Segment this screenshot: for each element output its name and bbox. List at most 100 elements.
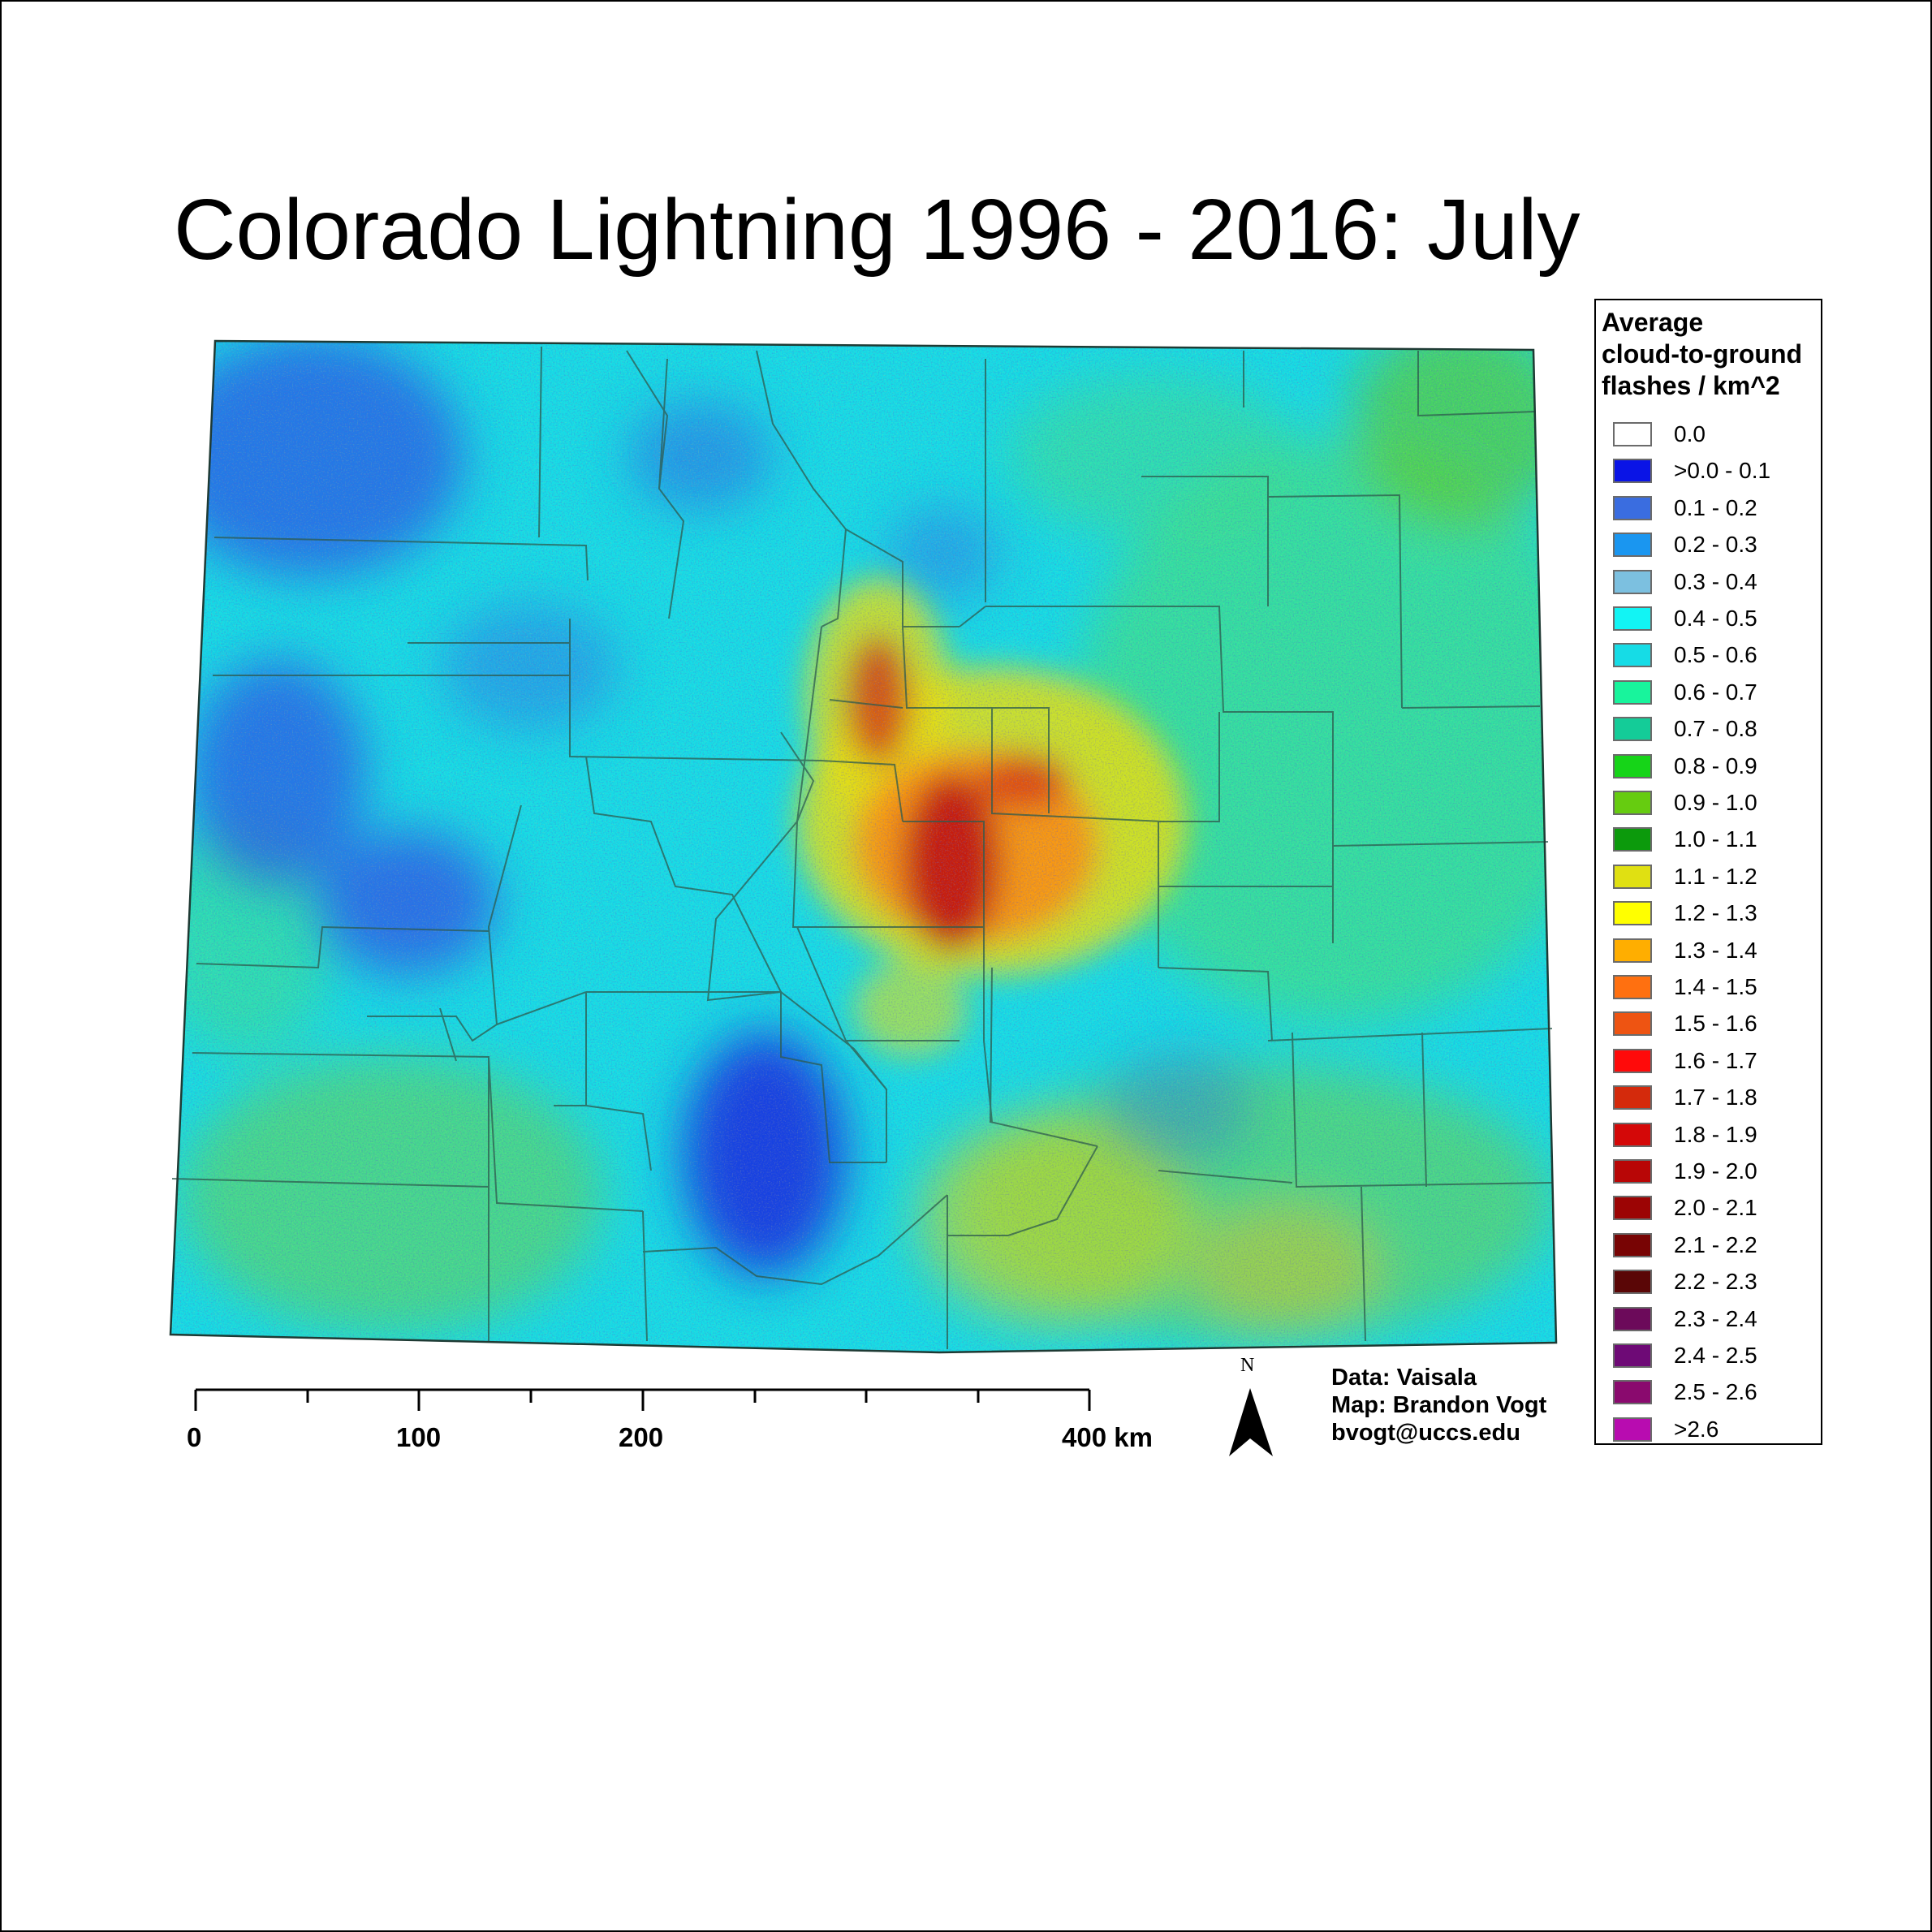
legend-swatch [1613,422,1652,446]
legend-item: 1.7 - 1.8 [1611,1082,1805,1119]
legend-item: 2.0 - 2.1 [1611,1192,1805,1229]
legend-title-line: cloud-to-ground [1602,339,1803,369]
legend-label: >0.0 - 0.1 [1674,458,1771,484]
legend-swatch [1613,533,1652,558]
legend-item: 0.1 - 0.2 [1611,493,1805,529]
legend-item: 2.2 - 2.3 [1611,1266,1805,1303]
legend-swatch [1613,1196,1652,1221]
legend-label: 0.7 - 0.8 [1674,716,1757,742]
legend-swatch [1613,1159,1652,1184]
legend-label: >2.6 [1674,1416,1719,1442]
legend-item: 1.8 - 1.9 [1611,1119,1805,1156]
legend-swatch [1613,864,1652,889]
legend-item: 0.4 - 0.5 [1611,603,1805,640]
credit-email: bvogt@uccs.edu [1331,1420,1520,1446]
legend-swatch [1613,1122,1652,1147]
legend-label: 0.0 [1674,421,1706,446]
legend-item: 1.0 - 1.1 [1611,824,1805,860]
legend-item: 1.2 - 1.3 [1611,898,1805,934]
legend-label: 0.9 - 1.0 [1674,790,1757,815]
legend-swatch [1613,1011,1652,1037]
legend-swatch [1613,1417,1652,1442]
legend-swatch [1613,606,1652,631]
legend-swatch [1613,901,1652,926]
legend-swatch [1613,938,1652,963]
legend-swatch [1613,975,1652,999]
legend-swatch [1613,1270,1652,1295]
legend-label: 2.0 - 2.1 [1674,1195,1757,1221]
legend-label: 1.9 - 2.0 [1674,1158,1757,1184]
map-title: Colorado Lightning 1996 - 2016: July [174,182,1581,278]
scale-bar [194,1388,1091,1411]
legend-label: 1.7 - 1.8 [1674,1085,1757,1110]
legend-item: 2.4 - 2.5 [1611,1340,1805,1377]
legend-item: 2.1 - 2.2 [1611,1230,1805,1266]
legend-title-line: Average [1602,308,1704,337]
legend-label: 1.6 - 1.7 [1674,1047,1757,1073]
scale-label-0: 0 [187,1422,202,1452]
legend-item: 2.5 - 2.6 [1611,1377,1805,1413]
legend-item: >2.6 [1611,1414,1805,1451]
credit-author: Map: Brandon Vogt [1331,1392,1547,1418]
legend-swatch [1613,679,1652,705]
legend-item: 0.3 - 0.4 [1611,567,1805,603]
legend-swatch [1613,827,1652,852]
legend-swatch [1613,569,1652,594]
legend-label: 1.1 - 1.2 [1674,863,1757,889]
scale-label-100: 100 [396,1422,442,1452]
legend-label: 0.8 - 0.9 [1674,753,1757,778]
legend-label: 0.3 - 0.4 [1674,568,1757,594]
legend-swatch [1613,1085,1652,1110]
legend-label: 2.3 - 2.4 [1674,1305,1757,1331]
legend-title: Average cloud-to-ground flashes / km^2 [1602,307,1821,402]
legend-swatch [1613,717,1652,742]
legend-item: >0.0 - 0.1 [1611,455,1805,492]
county-boundaries [171,346,1553,1349]
scale-label-200: 200 [619,1422,664,1452]
lightning-density-raster [170,341,1556,1352]
credit-data-source: Data: Vaisala [1331,1365,1477,1391]
state-boundary [169,339,1558,1354]
legend-label: 0.1 - 0.2 [1674,494,1757,520]
legend-swatch [1613,459,1652,484]
legend-label: 0.2 - 0.3 [1674,532,1757,558]
legend-item: 0.2 - 0.3 [1611,529,1805,566]
legend-item: 1.6 - 1.7 [1611,1046,1805,1082]
legend-swatch [1613,1232,1652,1257]
scale-label-400-km: 400 km [1062,1422,1153,1452]
legend-item: 0.8 - 0.9 [1611,751,1805,787]
legend-item: 1.9 - 2.0 [1611,1156,1805,1192]
legend-item: 1.3 - 1.4 [1611,935,1805,972]
legend-item: 2.3 - 2.4 [1611,1304,1805,1340]
legend-label: 1.5 - 1.6 [1674,1011,1757,1037]
legend-item: 0.6 - 0.7 [1611,677,1805,714]
legend-item: 0.7 - 0.8 [1611,714,1805,750]
legend-label: 2.1 - 2.2 [1674,1231,1757,1257]
legend-label: 1.0 - 1.1 [1674,826,1757,852]
legend-item: 1.5 - 1.6 [1611,1008,1805,1045]
legend-swatch [1613,753,1652,778]
legend-label: 1.8 - 1.9 [1674,1121,1757,1147]
legend-swatch [1613,495,1652,520]
legend-label: 1.3 - 1.4 [1674,937,1757,963]
legend-swatch [1613,1380,1652,1405]
legend-label: 2.2 - 2.3 [1674,1269,1757,1295]
legend-swatch [1613,1048,1652,1073]
legend-label: 1.4 - 1.5 [1674,974,1757,999]
legend-swatch [1613,791,1652,815]
legend-swatch [1613,1306,1652,1331]
north-label: N [1240,1355,1255,1376]
legend-label: 1.2 - 1.3 [1674,900,1757,926]
legend-item: 1.1 - 1.2 [1611,861,1805,898]
legend-label: 2.5 - 2.6 [1674,1379,1757,1405]
legend-item: 0.0 [1611,419,1805,455]
legend-swatch [1613,643,1652,668]
legend-item: 1.4 - 1.5 [1611,972,1805,1008]
credits: Data: Vaisala Map: Brandon Vogt bvogt@uc… [1331,1364,1546,1447]
legend-label: 0.4 - 0.5 [1674,606,1757,631]
legend-swatch [1613,1343,1652,1368]
legend-item: 0.9 - 1.0 [1611,787,1805,824]
legend-item: 0.5 - 0.6 [1611,640,1805,676]
